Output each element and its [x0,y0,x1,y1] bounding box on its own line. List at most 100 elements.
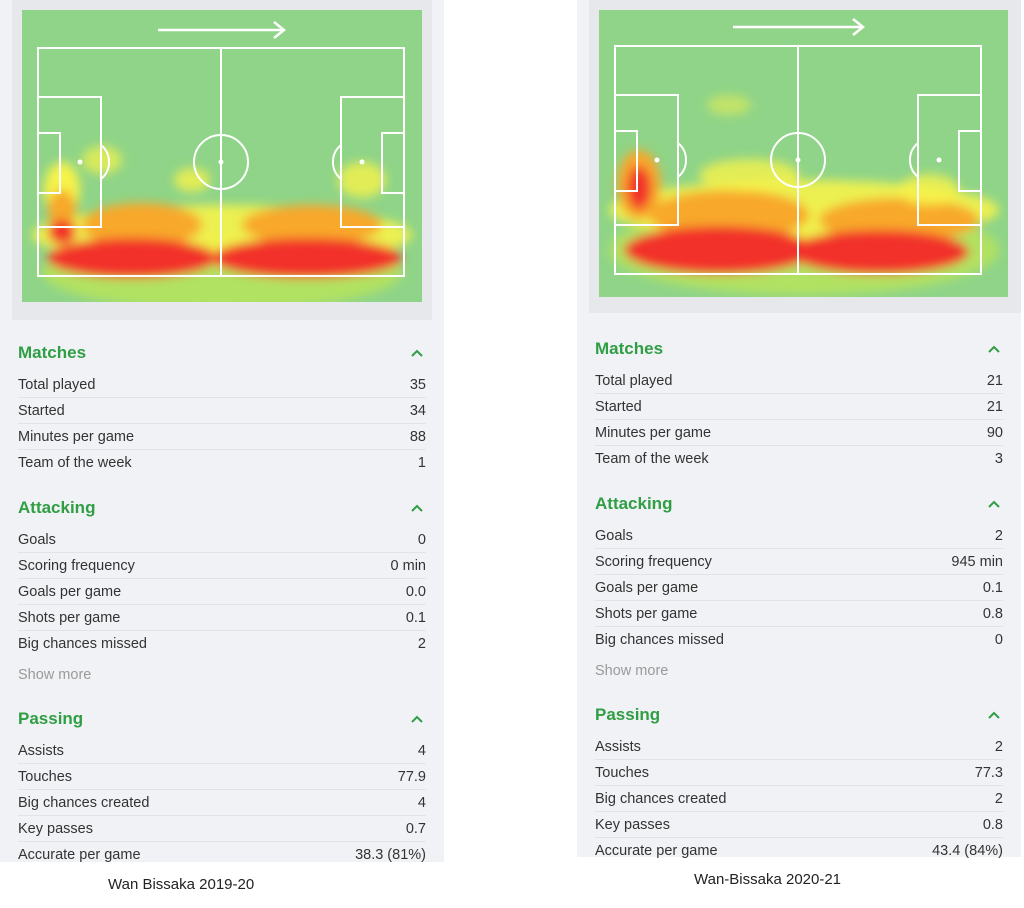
stat-row-big-chances-missed: Big chances missed 2 [18,631,426,656]
chevron-up-icon[interactable] [410,712,424,726]
stat-label: Minutes per game [595,424,712,441]
stat-label: Started [595,398,642,415]
stat-row-goals-per-game: Goals per game 0.0 [18,579,426,605]
stats-list: Matches Total played 35 Started 34 Minutes… [18,334,426,867]
section-header-passing[interactable]: Passing [18,700,426,738]
stat-label: Touches [595,764,650,781]
stat-row-team-of-the-week: Team of the week 1 [18,450,426,475]
stat-value: 77.3 [974,764,1003,781]
section-header-matches[interactable]: Matches [595,330,1003,368]
stat-value: 0.1 [982,579,1003,596]
stat-label: Shots per game [18,609,121,626]
stat-label: Goals [18,531,56,548]
stat-value: 77.9 [397,768,426,785]
stat-label: Goals [595,527,633,544]
stat-value: 0.1 [405,609,426,626]
stat-row-scoring-frequency: Scoring frequency 945 min [595,549,1003,575]
chevron-up-icon[interactable] [410,501,424,515]
stat-value: 1 [417,454,426,471]
stat-row-goals: Goals 2 [595,523,1003,549]
stat-value: 4 [417,742,426,759]
caption-2019-20: Wan Bissaka 2019-20 [108,876,255,893]
stat-label: Minutes per game [18,428,135,445]
stat-value: 945 min [951,553,1003,570]
stats-panel-2020-21: Matches Total played 21 Started 21 Minutes… [577,0,1021,859]
stat-row-key-passes: Key passes 0.8 [595,812,1003,838]
stat-label: Goals per game [18,583,122,600]
stat-row-total-played: Total played 21 [595,368,1003,394]
stat-row-started: Started 21 [595,394,1003,420]
stat-value: 0 min [390,557,426,574]
stat-value: 90 [986,424,1003,441]
stat-row-goals: Goals 0 [18,527,426,553]
stat-value: 35 [409,376,426,393]
stat-value: 4 [417,794,426,811]
stat-value: 43.4 (84%) [932,842,1003,859]
heatmap-graphic [22,10,422,302]
stat-value: 21 [986,372,1003,389]
stat-label: Big chances missed [18,635,147,652]
heatmap-graphic [599,10,1008,297]
stat-label: Big chances missed [595,631,724,648]
section-header-attacking[interactable]: Attacking [595,485,1003,523]
section-title: Passing [18,709,84,728]
stat-row-big-chances-created: Big chances created 4 [18,790,426,816]
stat-row-accurate-per-game: Accurate per game 38.3 (81%) [18,842,426,867]
stat-value: 0.8 [982,605,1003,622]
stat-label: Accurate per game [18,846,141,863]
stat-label: Key passes [18,820,93,837]
section-title: Matches [18,343,87,362]
caption-2020-21: Wan-Bissaka 2020-21 [694,871,842,888]
stat-value: 2 [994,527,1003,544]
section-header-matches[interactable]: Matches [18,334,426,372]
stat-label: Started [18,402,65,419]
stat-label: Scoring frequency [18,557,135,574]
stat-label: Big chances created [595,790,727,807]
chevron-up-icon[interactable] [987,708,1001,722]
stat-value: 0 [417,531,426,548]
stat-row-total-played: Total played 35 [18,372,426,398]
section-title: Attacking [18,498,96,517]
stat-row-accurate-per-game: Accurate per game 43.4 (84%) [595,838,1003,863]
stat-row-started: Started 34 [18,398,426,424]
chevron-up-icon[interactable] [410,346,424,360]
stat-row-shots-per-game: Shots per game 0.1 [18,605,426,631]
stat-value: 2 [994,738,1003,755]
heatmap-pitch [22,10,422,302]
stat-value: 21 [986,398,1003,415]
stat-label: Team of the week [595,450,709,467]
stat-row-key-passes: Key passes 0.7 [18,816,426,842]
heatmap-card [12,0,432,320]
arrow-right-icon [733,18,866,36]
stat-row-scoring-frequency: Scoring frequency 0 min [18,553,426,579]
stat-row-touches: Touches 77.9 [18,764,426,790]
stat-label: Goals per game [595,579,699,596]
section-header-attacking[interactable]: Attacking [18,489,426,527]
heatmap-pitch [599,10,1008,297]
section-title: Attacking [595,494,673,513]
stat-value: 0.8 [982,816,1003,833]
stat-row-touches: Touches 77.3 [595,760,1003,786]
stat-label: Team of the week [18,454,132,471]
stat-label: Shots per game [595,605,698,622]
chevron-up-icon[interactable] [987,497,1001,511]
stat-value: 0.0 [405,583,426,600]
stat-value: 2 [994,790,1003,807]
stat-value: 3 [994,450,1003,467]
show-more-link[interactable]: Show more [595,663,669,679]
stat-value: 0.7 [405,820,426,837]
stat-label: Assists [18,742,64,759]
stat-row-assists: Assists 4 [18,738,426,764]
chevron-up-icon[interactable] [987,342,1001,356]
stat-label: Touches [18,768,73,785]
stat-label: Big chances created [18,794,150,811]
stats-panel-2019-20: Matches Total played 35 Started 34 Minutes… [0,0,444,863]
show-more-link[interactable]: Show more [18,667,92,683]
stat-label: Key passes [595,816,670,833]
section-header-passing[interactable]: Passing [595,696,1003,734]
arrow-right-icon [158,21,287,39]
stat-value: 34 [409,402,426,419]
stat-value: 2 [417,635,426,652]
stat-row-goals-per-game: Goals per game 0.1 [595,575,1003,601]
stat-label: Scoring frequency [595,553,712,570]
